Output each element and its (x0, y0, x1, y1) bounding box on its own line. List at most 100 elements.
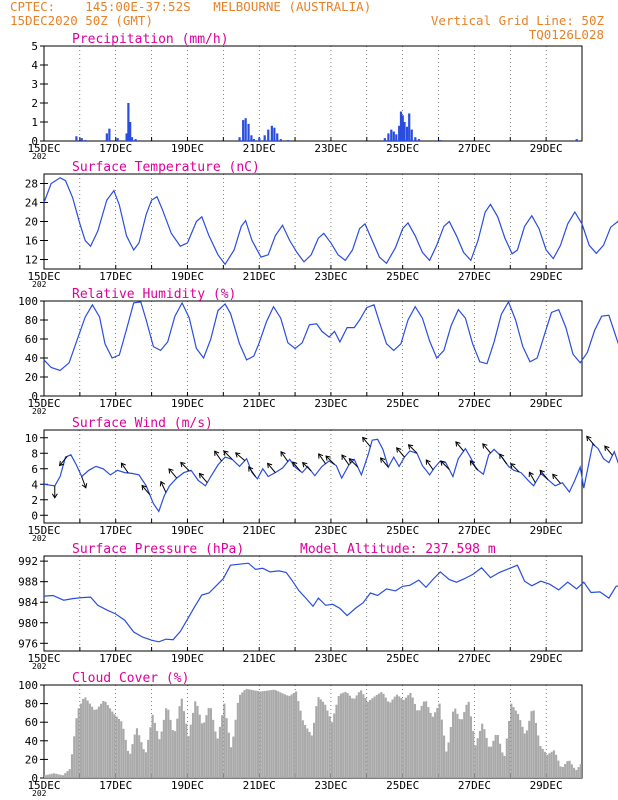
cloud-bar (402, 699, 405, 778)
cloud-bar (476, 738, 479, 778)
cloud-bar (386, 701, 390, 778)
precipitation-panel: 0 1 2 3 4 5 15DEC 17DEC 19DEC 21DEC 23DEC 25DEC 27DE… (27, 32, 583, 161)
x-tick-label: 15DEC (27, 779, 60, 792)
cloud-bar (286, 695, 289, 778)
precip-bar (403, 122, 406, 141)
cloud-bar (178, 706, 181, 778)
wind-arrow (348, 458, 359, 468)
cloud-bar (230, 747, 233, 778)
x-tick-label: 25DEC (386, 652, 419, 665)
wind-arrow (604, 445, 613, 456)
x-tick-label: 17DEC (99, 524, 132, 537)
cloud-bar (308, 731, 311, 778)
precip-bar (270, 125, 273, 141)
cloud-bar (508, 721, 511, 778)
cloud-bar (122, 728, 125, 778)
wind-arrow-head (120, 462, 126, 468)
x-tick-label: 15DEC (27, 142, 60, 155)
wind-arrow-head (180, 461, 186, 468)
cloud-bar (422, 701, 425, 778)
cloud-bar (330, 722, 334, 778)
cloud-bar (546, 754, 549, 778)
wind-series-line (43, 438, 618, 513)
cloud-bar (503, 755, 506, 778)
wind-arrow-head (292, 461, 298, 467)
wind-arrow-head (302, 461, 308, 468)
y-tick-label: 980 (18, 617, 38, 630)
precip-bar (258, 138, 261, 141)
cloud-bar (84, 697, 87, 778)
cloud-bar (272, 689, 275, 778)
cloud-bar (95, 709, 98, 778)
x-tick-label: 17DEC (99, 270, 132, 283)
cloud-bar (539, 746, 542, 778)
cloud-bar (313, 722, 316, 778)
wind-arrow-head (325, 455, 331, 461)
temperature-panel: 12 16 20 24 28 15DEC 17DEC 19DEC 21DEC 23DEC 25DEC… (25, 160, 618, 289)
cloud-bar (61, 775, 65, 778)
wind-arrow-head (440, 460, 446, 466)
cloud-bar (203, 722, 206, 778)
y-tick-label: 60 (25, 333, 38, 346)
cloud-bar (44, 775, 47, 778)
precip-bar (398, 125, 401, 141)
wind-arrow-head (407, 444, 414, 450)
precip-bar (263, 135, 266, 141)
precip-bar (399, 111, 403, 141)
precip-bar (244, 118, 247, 141)
cloud-bar (149, 727, 152, 778)
cloud-bar (299, 710, 302, 778)
cloud-bar (126, 750, 130, 778)
precip-bar (387, 133, 390, 141)
cloud-bar (315, 706, 318, 778)
wind-arrow (302, 462, 312, 472)
precip-bar (401, 115, 404, 141)
wind-arrow (199, 473, 208, 484)
wind-frame (43, 429, 583, 524)
cloud-bar (304, 724, 307, 778)
cloud-bar (550, 751, 553, 778)
precip-bar (383, 138, 386, 141)
cloud-bar (115, 716, 118, 778)
cloud-bar (440, 719, 443, 778)
wind-arrow-head (234, 452, 241, 458)
cloud-bar (52, 773, 56, 778)
cloud-bar (165, 708, 168, 778)
wind-arrow-head (280, 451, 286, 457)
x-tick-label: 17DEC (99, 652, 132, 665)
y-tick-label: 40 (25, 352, 38, 365)
y-tick-label: 8 (31, 447, 38, 460)
cloud-bar (100, 703, 103, 778)
wind-arrow (482, 443, 491, 454)
precip-bar (279, 139, 282, 141)
cloud-bar (191, 712, 195, 778)
cloud-bar (454, 708, 457, 778)
wind-arrow (440, 460, 450, 470)
cloud-bar (218, 726, 221, 778)
cloud-bar (129, 753, 132, 778)
x-tick-label: 25DEC (386, 142, 419, 155)
cloud-bar (57, 774, 60, 778)
cloud-bar (380, 692, 383, 778)
x-tick-label: 21DEC (243, 397, 276, 410)
precip-bar (410, 129, 413, 141)
cloud-bar (252, 690, 255, 778)
x-tick-label: 25DEC (386, 270, 419, 283)
cloud-bar (142, 749, 145, 778)
cloud-bar (499, 743, 502, 778)
cloud-bar (279, 692, 282, 778)
cloud-cover-title: Cloud Cover (%) (72, 671, 189, 686)
x-tick-label: 23DEC (314, 270, 347, 283)
cloud-bar (187, 736, 190, 778)
cloud-bar (259, 691, 262, 778)
cloud-bar (510, 703, 513, 778)
cloud-bar (364, 697, 367, 778)
wind-arrow-head (499, 453, 505, 459)
y-tick-label: 12 (25, 254, 38, 267)
cloud-bar (169, 719, 172, 778)
wind-arrow (235, 452, 246, 461)
y-tick-label: 24 (25, 197, 39, 210)
cloud-bar (73, 736, 76, 778)
cloud-bar (245, 688, 248, 778)
cloud-bar (48, 774, 51, 778)
